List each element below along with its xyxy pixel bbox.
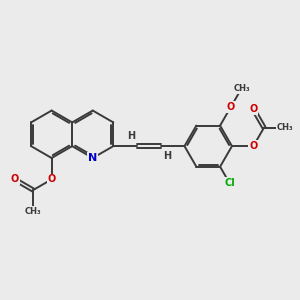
Text: O: O	[226, 102, 235, 112]
Text: N: N	[88, 153, 98, 163]
Text: CH₃: CH₃	[25, 207, 41, 216]
Text: O: O	[249, 141, 257, 151]
Text: H: H	[127, 131, 135, 141]
Text: CH₃: CH₃	[233, 84, 250, 93]
Text: CH₃: CH₃	[277, 123, 294, 132]
Text: H: H	[163, 152, 171, 161]
Text: O: O	[47, 174, 56, 184]
Text: O: O	[249, 104, 257, 114]
Text: O: O	[11, 174, 19, 184]
Text: Cl: Cl	[224, 178, 235, 188]
